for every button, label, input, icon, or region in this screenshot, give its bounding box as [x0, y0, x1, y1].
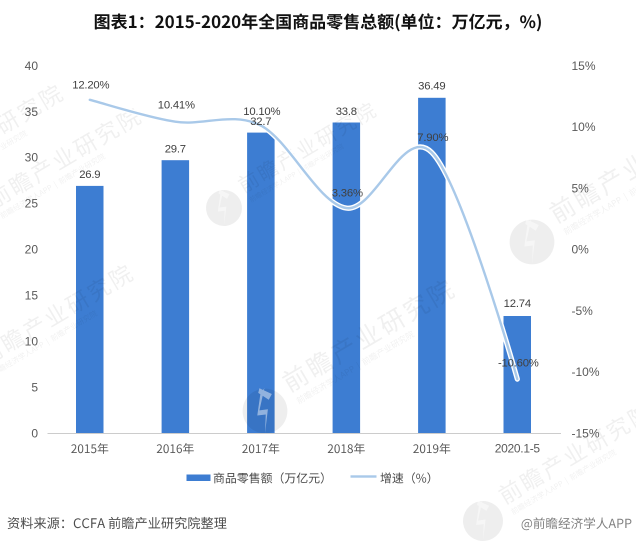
svg-text:2020.1-5: 2020.1-5: [495, 442, 541, 456]
svg-text:0%: 0%: [572, 243, 590, 257]
svg-text:5: 5: [31, 380, 38, 394]
svg-text:10%: 10%: [572, 120, 596, 134]
svg-text:-5%: -5%: [572, 304, 594, 318]
svg-text:32.7: 32.7: [250, 116, 271, 128]
svg-text:3.36%: 3.36%: [332, 188, 363, 200]
svg-text:-10%: -10%: [572, 365, 600, 379]
svg-text:-10.60%: -10.60%: [498, 358, 539, 370]
svg-text:-15%: -15%: [572, 426, 600, 440]
svg-text:0: 0: [31, 426, 38, 440]
svg-text:20: 20: [25, 243, 39, 257]
svg-text:10: 10: [25, 334, 39, 348]
svg-text:10.10%: 10.10%: [243, 106, 280, 118]
svg-text:33.8: 33.8: [336, 106, 357, 118]
svg-text:12.20%: 12.20%: [72, 79, 109, 91]
svg-text:35: 35: [25, 105, 39, 119]
svg-text:36.49: 36.49: [418, 81, 445, 93]
svg-text:12.74: 12.74: [504, 298, 531, 310]
svg-text:29.7: 29.7: [165, 144, 186, 156]
svg-text:5%: 5%: [572, 181, 590, 195]
svg-text:25: 25: [25, 197, 39, 211]
svg-text:26.9: 26.9: [79, 169, 100, 181]
svg-text:30: 30: [25, 151, 39, 165]
svg-text:15%: 15%: [572, 59, 596, 73]
svg-text:40: 40: [25, 59, 39, 73]
svg-text:7.90%: 7.90%: [417, 132, 448, 144]
svg-text:10.41%: 10.41%: [158, 99, 195, 111]
svg-text:15: 15: [25, 289, 39, 303]
